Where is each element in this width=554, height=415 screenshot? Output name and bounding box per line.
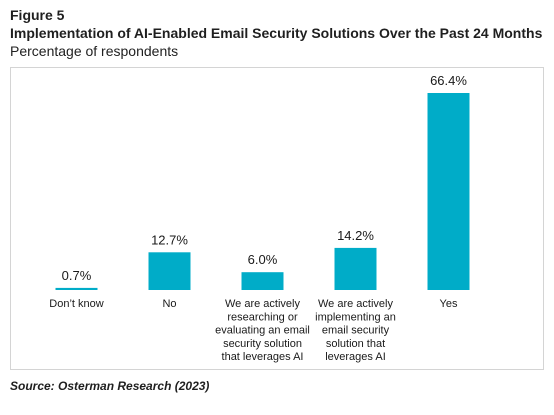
- category-label-3: We are actively implementing an email secu…: [315, 298, 396, 363]
- category-label-line: evaluating an email: [215, 325, 310, 337]
- bar-4: [427, 93, 470, 290]
- data-label-1: 12.7%: [151, 232, 188, 247]
- category-label-0: Don’t know: [49, 298, 103, 310]
- category-label-1: No: [162, 298, 176, 310]
- chart-subtitle: Percentage of respondents: [10, 43, 179, 59]
- bar-0: [55, 287, 98, 290]
- category-label-4: Yes: [440, 298, 458, 310]
- category-label-line: that leverages AI: [222, 351, 304, 363]
- data-label-3: 14.2%: [337, 228, 374, 243]
- data-label-2: 6.0%: [248, 252, 278, 267]
- category-label-line: Don’t know: [49, 298, 103, 310]
- category-label-line: We are actively: [318, 298, 393, 310]
- category-label-line: No: [162, 298, 176, 310]
- category-label-line: solution that: [326, 338, 385, 350]
- category-label-line: Yes: [440, 298, 458, 310]
- category-label-line: leverages AI: [325, 351, 386, 363]
- figure-label: Figure 5: [10, 7, 65, 23]
- chart-title: Implementation of AI-Enabled Email Secur…: [10, 25, 543, 41]
- data-label-4: 66.4%: [430, 73, 467, 88]
- category-label-line: implementing an: [315, 311, 396, 323]
- category-label-line: researching or: [227, 311, 298, 323]
- chart-frame: [10, 67, 544, 370]
- source-note: Source: Osterman Research (2023): [10, 379, 210, 393]
- category-label-line: security solution: [223, 338, 302, 350]
- data-label-0: 0.7%: [62, 268, 92, 283]
- category-label-line: We are actively: [225, 298, 300, 310]
- bar-chart: 0.7% Don’t know 12.7% No 6.0% We are actively…: [49, 73, 470, 363]
- bar-3: [334, 247, 377, 290]
- category-label-line: email security: [322, 325, 390, 337]
- bar-2: [241, 272, 284, 290]
- category-label-2: We are actively researching or evaluating …: [215, 298, 310, 363]
- bar-1: [148, 252, 191, 290]
